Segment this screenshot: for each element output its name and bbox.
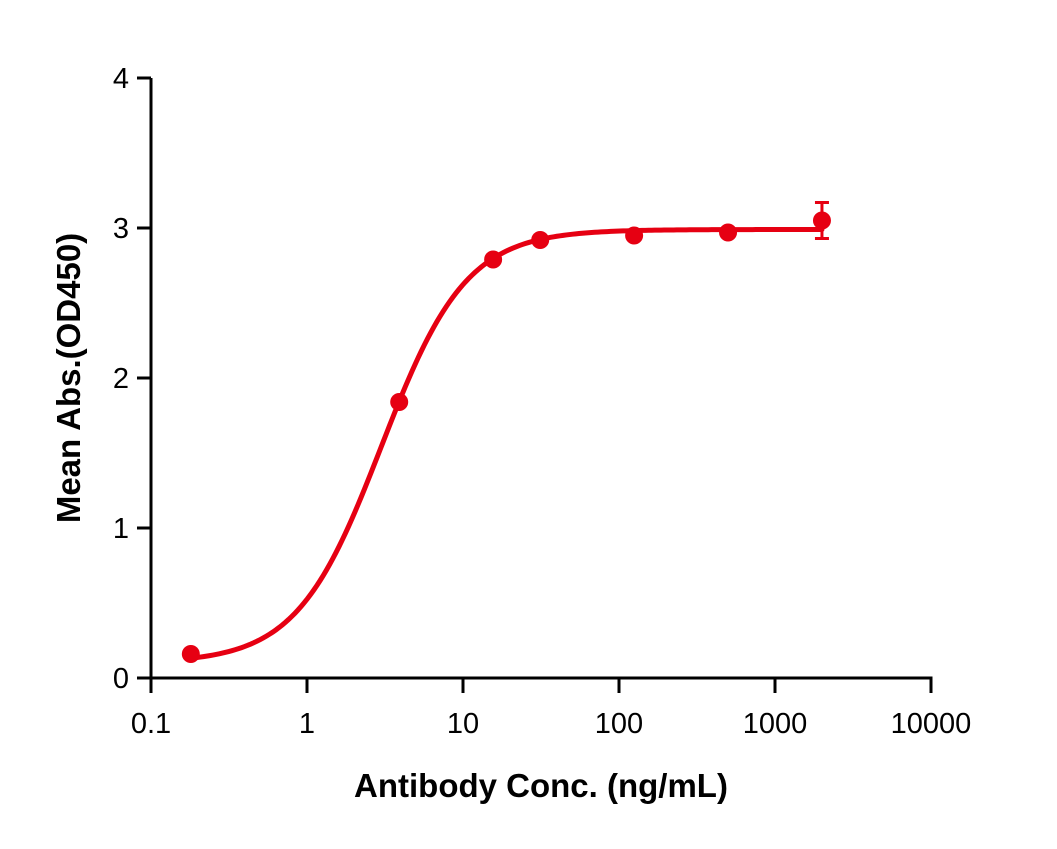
- data-point: [531, 231, 550, 249]
- x-axis-title: Antibody Conc. (ng/mL): [354, 767, 728, 804]
- data-point: [812, 211, 831, 230]
- x-tick-label: 0.1: [131, 708, 171, 740]
- data-points: [181, 211, 831, 663]
- x-tick-label: 10000: [891, 708, 972, 740]
- data-point: [484, 250, 503, 269]
- data-point: [181, 645, 200, 663]
- data-point: [625, 226, 644, 245]
- x-tick-label: 10: [447, 708, 479, 740]
- data-point: [390, 393, 409, 411]
- x-tick-label: 1: [299, 708, 315, 740]
- fit-curve: [188, 227, 825, 661]
- x-tick-label: 1000: [743, 708, 808, 740]
- y-axis-ticks: 0 1 2 3 4: [113, 63, 151, 695]
- x-axis-ticks: 0.1 1 10 100 1000 10000: [131, 678, 971, 740]
- y-tick-label: 2: [113, 363, 129, 395]
- x-tick-label: 100: [595, 708, 643, 740]
- y-tick-label: 1: [113, 513, 129, 545]
- axes: [149, 78, 933, 680]
- y-axis-title: Mean Abs.(OD450): [50, 233, 87, 523]
- data-point: [719, 223, 738, 242]
- y-tick-label: 4: [113, 63, 129, 95]
- y-tick-label: 3: [113, 213, 129, 245]
- y-tick-label: 0: [113, 663, 129, 695]
